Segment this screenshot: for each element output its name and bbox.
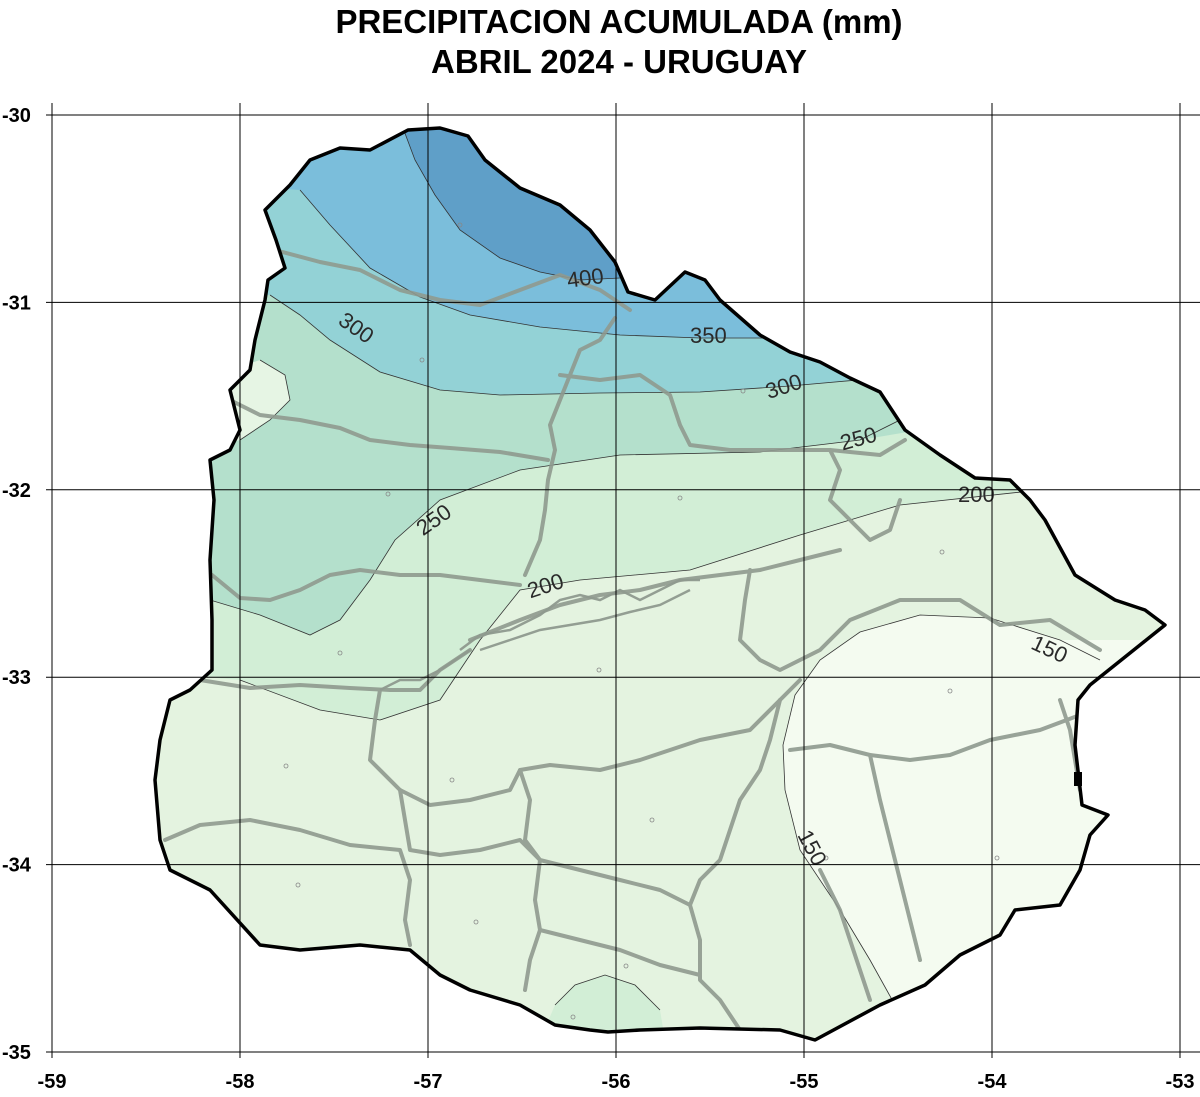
station-marker [419, 357, 425, 363]
boundary-rivera-tacuarembo [558, 373, 907, 457]
y-tick-label: -32 [2, 480, 31, 502]
contour-label-400: 400 [565, 263, 605, 293]
contour-200 [239, 489, 1041, 721]
boundary-rivera-west [523, 316, 617, 577]
station-markers [283, 222, 1000, 1020]
map-title: PRECIPITACION ACUMULADA (mm) ABRIL 2024 … [0, 2, 1200, 82]
contour-label-200-east: 200 [958, 482, 995, 507]
x-tick-label: -59 [38, 1071, 67, 1093]
x-tick-label: -57 [414, 1071, 443, 1093]
department-boundaries [163, 248, 1102, 1032]
boundary-canelones [538, 928, 702, 977]
contour-low-west [239, 359, 291, 441]
station-marker [570, 1014, 576, 1020]
x-tick-label: -55 [790, 1071, 819, 1093]
station-marker [295, 882, 301, 888]
contour-300 [269, 294, 881, 396]
station-marker [623, 963, 629, 969]
station-marker [740, 388, 746, 394]
y-tick-label: -35 [2, 1042, 31, 1064]
boundary-flores-colonia [163, 818, 412, 947]
contour-label-350: 350 [690, 323, 727, 348]
boundary-paysandu-south [210, 568, 522, 602]
country-border [153, 126, 1167, 1042]
y-tick-label: -33 [2, 667, 31, 689]
contour-south-bump [554, 974, 661, 1011]
title-line-1: PRECIPITACION ACUMULADA (mm) [335, 3, 903, 40]
boundary-lavalleja [518, 768, 742, 1032]
boundary-rocha-north [788, 713, 1082, 762]
zone-above-400 [400, 128, 1165, 280]
boundary-rocha-west [868, 753, 922, 962]
boundary-maldonado [818, 868, 872, 1002]
reservoir-shore-south [479, 588, 691, 652]
boundary-soriano [198, 648, 472, 692]
contour-350 [299, 189, 780, 339]
rio-negro-reservoir [379, 578, 700, 692]
x-tick-label: -58 [226, 1071, 255, 1093]
boundary-rio-negro-lake [468, 548, 842, 642]
station-marker [283, 763, 289, 769]
axis-ticks: -59 -58 -57 -56 -55 -54 -53 -30 -31 -32 -33 -34 -35 [2, 105, 1194, 1093]
x-tick-label: -56 [602, 1071, 631, 1093]
graticule [46, 103, 1200, 1058]
station-marker [473, 919, 479, 925]
zone-south-bump [540, 975, 665, 1040]
reservoir-arm-west [379, 648, 471, 692]
station-marker [337, 650, 343, 656]
zone-300-350 [155, 128, 1165, 395]
station-marker [649, 817, 655, 823]
title-line-2: ABRIL 2024 - URUGUAY [431, 43, 807, 80]
station-marker [823, 855, 829, 861]
station-marker [939, 549, 945, 555]
x-tick-label: -53 [1166, 1071, 1195, 1093]
y-tick-label: -31 [2, 292, 31, 314]
station-marker [947, 688, 953, 694]
boundary-salto-south [228, 398, 550, 462]
station-marker [385, 491, 391, 497]
reservoir-shore-north [459, 578, 700, 651]
boundary-tacuarembo-east [828, 448, 902, 542]
boundary-cerro-largo [738, 568, 1102, 672]
station-marker [994, 855, 1000, 861]
station-marker [677, 495, 683, 501]
laguna-merin-marker [1074, 772, 1082, 786]
station-marker [596, 667, 602, 673]
boundary-florida [398, 788, 542, 992]
station-marker [457, 222, 463, 228]
y-tick-label: -34 [2, 855, 32, 877]
station-marker [449, 777, 455, 783]
y-tick-label: -30 [2, 105, 31, 127]
x-tick-label: -54 [978, 1071, 1008, 1093]
boundary-treinta-y-tres [688, 698, 782, 907]
